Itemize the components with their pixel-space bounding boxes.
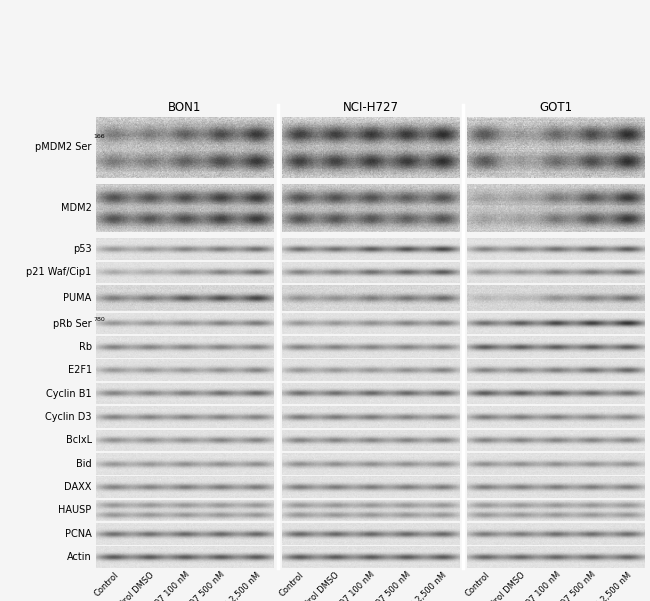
Text: pMDM2 Ser: pMDM2 Ser xyxy=(35,142,92,153)
Text: Actin: Actin xyxy=(67,552,92,562)
Text: pRb Ser: pRb Ser xyxy=(53,319,92,329)
Text: Cyclin B1: Cyclin B1 xyxy=(46,389,92,398)
Text: Rb: Rb xyxy=(79,342,92,352)
Text: NVP-CGM097 500 nM: NVP-CGM097 500 nM xyxy=(528,570,598,601)
Text: Control: Control xyxy=(463,570,491,598)
Text: MDM2: MDM2 xyxy=(60,203,92,213)
Text: Control DMSO: Control DMSO xyxy=(293,570,341,601)
Text: p21 Waf/Cip1: p21 Waf/Cip1 xyxy=(27,267,92,278)
Text: NVP-CGM097 100 nM: NVP-CGM097 100 nM xyxy=(307,570,377,601)
Text: NVP-CGM097 500 nM: NVP-CGM097 500 nM xyxy=(343,570,412,601)
Text: NVP-CGM097 100 nM: NVP-CGM097 100 nM xyxy=(493,570,562,601)
Text: PCNA: PCNA xyxy=(65,529,92,538)
Text: PUMA: PUMA xyxy=(64,293,92,303)
Text: DAXX: DAXX xyxy=(64,482,92,492)
Text: BON1: BON1 xyxy=(168,101,202,114)
Text: NVP-CGM097 2,500 nM: NVP-CGM097 2,500 nM xyxy=(558,570,633,601)
Text: NVP-CGM097 2,500 nM: NVP-CGM097 2,500 nM xyxy=(373,570,448,601)
Text: Control DMSO: Control DMSO xyxy=(108,570,156,601)
Text: NVP-CGM097 100 nM: NVP-CGM097 100 nM xyxy=(122,570,191,601)
Text: HAUSP: HAUSP xyxy=(58,505,92,516)
Text: 780: 780 xyxy=(94,317,105,322)
Text: p53: p53 xyxy=(73,244,92,254)
Text: Bid: Bid xyxy=(76,459,92,469)
Text: 166: 166 xyxy=(94,134,105,139)
Text: E2F1: E2F1 xyxy=(68,365,92,375)
Text: NCI-H727: NCI-H727 xyxy=(343,101,398,114)
Text: Control: Control xyxy=(278,570,306,598)
Text: NVP-CGM097 500 nM: NVP-CGM097 500 nM xyxy=(157,570,227,601)
Text: Control: Control xyxy=(92,570,120,598)
Text: GOT1: GOT1 xyxy=(540,101,573,114)
Text: Cyclin D3: Cyclin D3 xyxy=(45,412,92,422)
Text: NVP-CGM097 2,500 nM: NVP-CGM097 2,500 nM xyxy=(187,570,263,601)
Text: BclxL: BclxL xyxy=(66,435,92,445)
Text: Control DMSO: Control DMSO xyxy=(479,570,526,601)
